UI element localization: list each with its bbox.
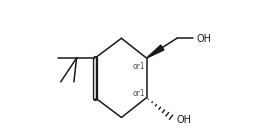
Text: or1: or1 bbox=[133, 62, 145, 71]
Polygon shape bbox=[147, 45, 164, 58]
Text: OH: OH bbox=[177, 115, 192, 125]
Text: or1: or1 bbox=[133, 89, 145, 98]
Text: OH: OH bbox=[196, 34, 211, 44]
